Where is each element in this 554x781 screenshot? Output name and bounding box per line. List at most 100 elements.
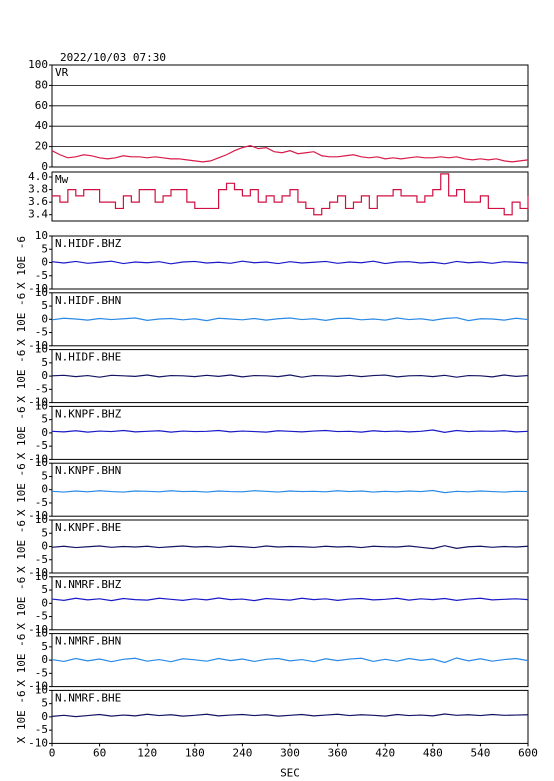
y-tick-label: 5 (41, 697, 48, 710)
x-tick-label: 600 (518, 746, 538, 759)
y-tick-label: 10 (35, 229, 48, 242)
y-tick-label: -10 (28, 396, 48, 409)
data-line (51, 597, 529, 602)
y-tick-label: -10 (28, 282, 48, 295)
x-tick-label: 240 (232, 746, 252, 759)
y-tick-label: 5 (41, 299, 48, 312)
y-tick-label: 3.8 (28, 183, 48, 196)
chart-title: 2022/10/03 07:30 (60, 51, 166, 64)
x-tick-label: 0 (49, 746, 56, 759)
y-tick-label: -5 (35, 553, 48, 566)
y-tick-label: 5 (41, 413, 48, 426)
y-tick-label: 10 (35, 456, 48, 469)
y-tick-label: 0 (41, 312, 48, 325)
y-tick-label: 10 (35, 343, 48, 356)
y-tick-label: 0 (41, 710, 48, 723)
y-tick-label: 4.0 (28, 170, 48, 183)
panel-label: N.NMRF.BHE (55, 691, 121, 704)
data-line (51, 374, 529, 378)
y-tick-label: -5 (35, 326, 48, 339)
y-axis-label: X 10E -6 (15, 293, 28, 346)
y-axis-label: X 10E -6 (15, 634, 28, 687)
y-tick-label: -10 (28, 736, 48, 749)
panel-label: Mw (55, 173, 69, 186)
y-axis-label: X 10E -6 (15, 406, 28, 459)
x-tick-label: 300 (280, 746, 300, 759)
y-axis-label: X 10E -6 (15, 577, 28, 630)
y-tick-label: -5 (35, 382, 48, 395)
y-tick-label: 10 (35, 513, 48, 526)
data-line (51, 713, 529, 718)
y-tick-label: 5 (41, 526, 48, 539)
y-tick-label: -5 (35, 496, 48, 509)
y-tick-label: -5 (35, 666, 48, 679)
y-tick-label: 80 (35, 78, 48, 91)
y-tick-label: -5 (35, 269, 48, 282)
y-tick-label: 5 (41, 640, 48, 653)
panel-label: N.KNPF.BHE (55, 521, 121, 534)
panel-label: N.KNPF.BHN (55, 464, 121, 477)
y-tick-label: -10 (28, 680, 48, 693)
x-tick-label: 180 (185, 746, 205, 759)
y-tick-label: 0 (41, 596, 48, 609)
panel-label: N.NMRF.BHZ (55, 578, 122, 591)
y-tick-label: 3.4 (28, 208, 48, 221)
data-line (51, 260, 529, 265)
x-tick-label: 120 (137, 746, 157, 759)
data-line (51, 489, 529, 494)
y-tick-label: 10 (35, 627, 48, 640)
y-tick-label: 0 (41, 369, 48, 382)
x-tick-label: 360 (328, 746, 348, 759)
panel-frame (51, 405, 529, 460)
y-tick-label: 3.6 (28, 195, 48, 208)
data-line (52, 173, 529, 216)
panel-label: N.KNPF.BHZ (55, 407, 122, 420)
y-axis-label: X 10E -6 (15, 520, 28, 573)
y-tick-label: 5 (41, 583, 48, 596)
y-tick-label: 10 (35, 399, 48, 412)
panel-frame (51, 576, 529, 631)
y-tick-label: 40 (35, 119, 48, 132)
panel-frame (51, 689, 529, 744)
x-tick-label: 480 (423, 746, 443, 759)
y-tick-label: 100 (28, 58, 48, 71)
y-tick-label: 5 (41, 356, 48, 369)
data-line (51, 545, 529, 550)
y-tick-label: -10 (28, 623, 48, 636)
panel-label: N.HIDF.BHZ (55, 237, 122, 250)
panel-label: N.NMRF.BHN (55, 635, 121, 648)
y-tick-label: -10 (28, 339, 48, 352)
y-tick-label: 10 (35, 570, 48, 583)
y-tick-label: 20 (35, 140, 48, 153)
y-axis-label: X 10E -6 (15, 236, 28, 289)
panel-frame (51, 64, 529, 168)
y-tick-label: -5 (35, 610, 48, 623)
y-tick-label: 5 (41, 242, 48, 255)
y-tick-label: 0 (41, 256, 48, 269)
data-line (51, 429, 529, 433)
y-tick-label: 0 (41, 653, 48, 666)
y-tick-label: -5 (35, 723, 48, 736)
y-axis-label: X 10E -6 (15, 690, 28, 743)
y-tick-label: 5 (41, 469, 48, 482)
y-axis-label: X 10E -6 (15, 350, 28, 403)
data-line (51, 144, 529, 163)
panel-frame (51, 633, 529, 688)
y-tick-label: 10 (35, 683, 48, 696)
y-tick-label: 0 (41, 540, 48, 553)
x-tick-label: 540 (470, 746, 490, 759)
y-tick-label: 0 (41, 160, 48, 173)
data-line (51, 657, 529, 664)
data-line (51, 317, 529, 322)
y-tick-label: 60 (35, 99, 48, 112)
y-tick-label: -10 (28, 452, 48, 465)
panel-frame (51, 462, 529, 517)
x-tick-label: 60 (93, 746, 106, 759)
panel-label: N.HIDF.BHE (55, 351, 121, 364)
y-tick-label: 0 (41, 483, 48, 496)
y-tick-label: 0 (41, 426, 48, 439)
panel-frame (51, 235, 529, 290)
x-axis-label: SEC (280, 766, 300, 779)
